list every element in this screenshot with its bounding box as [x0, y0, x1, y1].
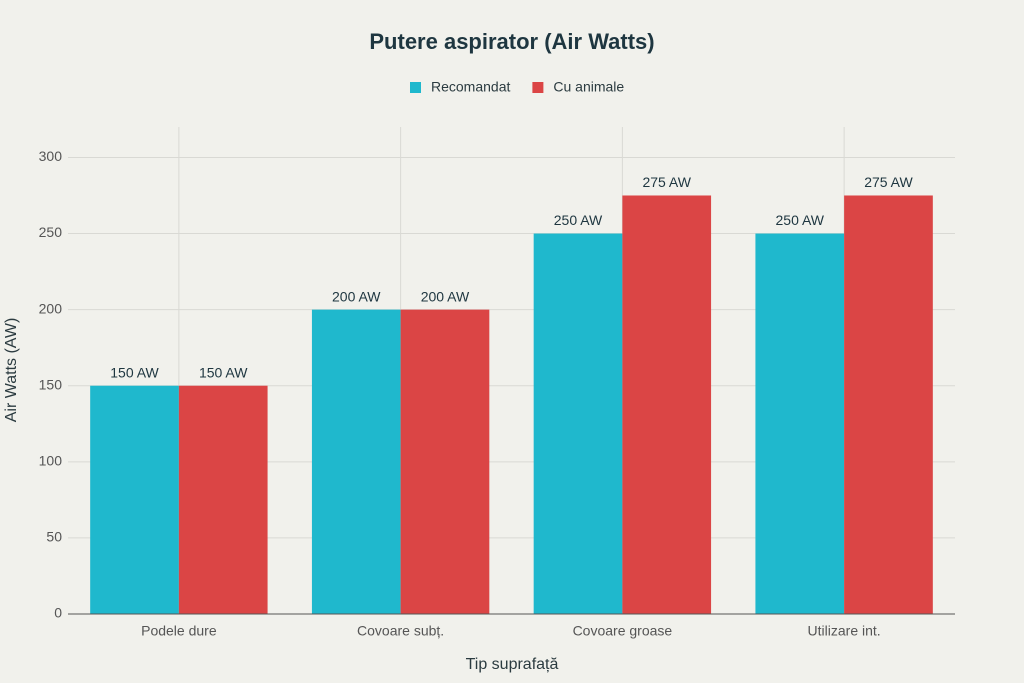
legend-label: Recomandat	[431, 79, 510, 95]
bar	[400, 309, 490, 614]
bar	[622, 195, 712, 614]
y-tick-label: 300	[39, 148, 63, 164]
y-tick-label: 150	[39, 376, 63, 392]
y-tick-label: 100	[39, 453, 63, 469]
bar	[533, 233, 623, 614]
y-axis-title: Air Watts (AW)	[3, 318, 20, 423]
chart-title: Putere aspirator (Air Watts)	[369, 29, 654, 54]
x-axis-title: Tip suprafață	[466, 656, 559, 673]
legend-swatch	[532, 82, 544, 93]
value-label: 200 AW	[332, 288, 381, 304]
legend-swatch	[410, 82, 421, 93]
value-label: 150 AW	[199, 364, 248, 380]
value-label: 250 AW	[554, 212, 603, 228]
bar	[178, 385, 268, 614]
bar	[755, 233, 845, 614]
x-tick-label: Podele dure	[141, 623, 217, 639]
x-tick-label: Covoare subț.	[357, 623, 444, 639]
value-label: 250 AW	[776, 212, 825, 228]
value-label: 275 AW	[864, 174, 913, 190]
value-label: 200 AW	[421, 288, 470, 304]
x-tick-label: Covoare groase	[573, 623, 673, 639]
value-label: 150 AW	[110, 364, 159, 380]
bar	[311, 309, 401, 614]
value-label: 275 AW	[642, 174, 691, 190]
bar	[90, 385, 179, 614]
x-tick-label: Utilizare int.	[808, 623, 881, 639]
y-tick-label: 0	[54, 605, 62, 621]
y-tick-label: 200	[39, 300, 63, 316]
y-tick-label: 50	[46, 529, 62, 545]
legend-label: Cu animale	[553, 79, 624, 95]
y-tick-label: 250	[39, 224, 63, 240]
bar	[844, 195, 933, 614]
